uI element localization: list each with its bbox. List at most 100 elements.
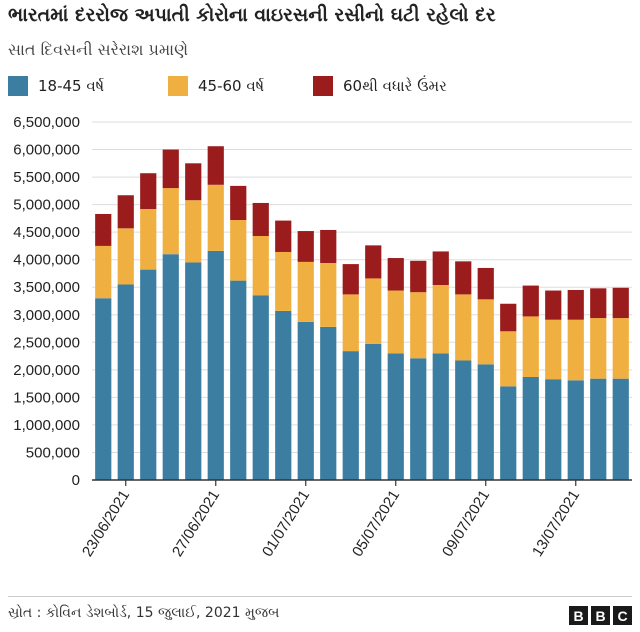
bar-segment-18-45 [117,284,134,480]
bar-segment-45-60 [117,228,134,285]
bar-segment-45-60 [297,261,314,322]
x-tick-label: 23/06/2021 [79,487,133,560]
bar-segment-60-plus [162,149,179,189]
chart-subtitle: સાત દિવસની સરેરાશ પ્રમાણે [8,40,189,59]
chart-legend: 18-45 વર્ષ 45-60 વર્ષ 60થી વધારે ઉંમર [8,76,638,100]
source-note: સ્રોત : કોવિન ડેશબોર્ડ, 15 જુલાઈ, 2021 મ… [8,605,280,621]
bar-segment-45-60 [365,278,382,344]
y-tick-label: 0 [72,472,80,489]
bar-segment-60-plus [252,202,269,237]
y-tick-label: 1,000,000 [13,417,80,434]
bar-segment-60-plus [522,285,539,317]
bar-segment-45-60 [320,262,337,327]
legend-swatch-60-plus [313,76,333,96]
bar-segment-45-60 [477,299,494,365]
bar-segment-18-45 [95,298,112,480]
legend-item-18-45: 18-45 વર્ષ [8,76,104,96]
bar-segment-60-plus [185,163,202,201]
bar-segment-60-plus [500,303,517,332]
bar-segment-45-60 [207,184,224,251]
grid-lines [92,121,632,453]
bar-segment-18-45 [432,353,449,480]
bar-segment-45-60 [567,319,584,381]
bar-segment-45-60 [387,290,404,354]
bar-segment-18-45 [230,280,247,480]
bar-segment-45-60 [140,209,157,270]
bar-segment-45-60 [252,236,269,296]
bar-segment-60-plus [230,185,247,221]
y-tick-label: 2,500,000 [13,334,80,351]
bar-segment-18-45 [567,380,584,480]
y-tick-label: 1,500,000 [13,389,80,406]
stacked-bar-chart: 0 500,000 1,000,000 1,500,000 2,000,000 2,500… [13,114,632,560]
bbc-logo: B B C [569,606,632,625]
bar-segment-18-45 [545,379,562,480]
bar-segment-45-60 [185,200,202,263]
bar-segment-45-60 [95,245,112,299]
bar-segment-45-60 [410,292,427,359]
bar-segment-18-45 [365,343,382,480]
bar-segment-45-60 [500,331,517,387]
x-tick-label: 27/06/2021 [169,487,223,560]
y-tick-label: 6,500,000 [13,114,80,131]
bar-segment-18-45 [387,353,404,480]
y-tick-label: 4,000,000 [13,252,80,269]
bbc-logo-letter: C [613,606,632,625]
bar-segment-18-45 [252,295,269,480]
bar-segment-60-plus [455,261,472,295]
x-tick-label: 13/07/2021 [529,487,583,560]
bar-segment-60-plus [297,231,314,262]
bbc-logo-letter: B [569,606,588,625]
chart-title: ભારતમાં દરરોજ અપાતી કોરોના વાઇરસની રસીનો… [8,4,496,26]
bar-segment-18-45 [590,378,607,480]
bar-segment-60-plus [140,173,157,210]
bar-segment-18-45 [275,310,292,480]
x-axis-ticks: 23/06/2021 27/06/2021 01/07/2021 05/07/2021… [79,480,583,560]
bar-segment-60-plus [365,245,382,279]
bar-segment-60-plus [432,251,449,286]
bar-segment-60-plus [275,220,292,252]
legend-item-60-plus: 60થી વધારે ઉંમર [313,76,447,96]
bar-segment-45-60 [432,285,449,354]
bar-segment-45-60 [612,318,629,379]
bar-segment-45-60 [162,188,179,255]
y-tick-label: 4,500,000 [13,224,80,241]
bar-segment-18-45 [612,378,629,480]
bar-segment-45-60 [230,220,247,281]
footer-divider [8,596,632,597]
bar-segment-45-60 [275,251,292,311]
x-tick-label: 05/07/2021 [349,487,403,560]
legend-item-45-60: 45-60 વર્ષ [168,76,264,96]
bar-segment-45-60 [455,294,472,361]
bar-segment-45-60 [590,318,607,379]
bar-segment-60-plus [320,229,337,263]
legend-label-18-45: 18-45 વર્ષ [38,77,105,95]
bar-segment-18-45 [162,254,179,480]
y-tick-label: 5,000,000 [13,197,80,214]
bar-segment-18-45 [342,351,359,480]
y-tick-label: 6,000,000 [13,142,80,159]
legend-swatch-45-60 [168,76,188,96]
y-tick-label: 500,000 [26,444,80,461]
bar-segment-45-60 [545,319,562,380]
x-tick-label: 01/07/2021 [259,487,313,560]
bar-segment-18-45 [320,326,337,480]
bar-segment-18-45 [500,386,517,480]
bar-segment-18-45 [185,262,202,480]
bar-segment-18-45 [477,364,494,480]
bar-segment-18-45 [522,377,539,480]
y-tick-label: 2,000,000 [13,362,80,379]
bar-segment-60-plus [590,288,607,319]
bar-segment-18-45 [297,321,314,480]
bar-segment-60-plus [567,289,584,320]
legend-swatch-18-45 [8,76,28,96]
bar-segment-45-60 [342,294,359,352]
bars [95,146,629,480]
bar-segment-60-plus [342,264,359,295]
bar-segment-45-60 [522,316,539,378]
bbc-logo-letter: B [591,606,610,625]
bar-segment-18-45 [410,358,427,480]
bar-segment-60-plus [95,213,112,246]
bar-segment-18-45 [207,250,224,480]
bar-segment-18-45 [455,360,472,480]
